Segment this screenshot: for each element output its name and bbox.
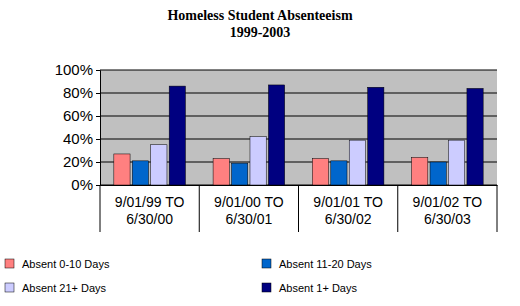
subtitle: 1999-2003 — [230, 25, 291, 40]
legend-item: Absent 11-20 Days — [262, 258, 372, 270]
x-separator — [199, 185, 200, 232]
y-tick-mark — [96, 93, 100, 94]
x-separator — [100, 185, 101, 232]
chart: Homeless Student Absenteeism 1999-2003 0% 2… — [0, 0, 520, 306]
y-tick-mark — [96, 162, 100, 163]
x-tick-label: 9/01/01 TO6/30/02 — [313, 194, 383, 227]
y-tick: 40% — [63, 130, 100, 147]
y-tick-label: 40% — [63, 130, 93, 147]
legend-label: Absent 11-20 Days — [279, 258, 372, 270]
legend-swatch — [262, 283, 271, 292]
grid-line — [100, 116, 497, 117]
x-separator — [497, 185, 498, 232]
grid-line — [100, 139, 497, 140]
bar — [114, 154, 130, 185]
bar — [331, 161, 347, 185]
x-tick: 9/01/01 TO6/30/02 — [313, 194, 383, 227]
bar — [232, 163, 248, 185]
bar — [430, 162, 446, 185]
y-tick-label: 100% — [55, 61, 93, 78]
grid-line — [100, 93, 497, 94]
x-tick-label: 9/01/00 TO6/30/01 — [214, 194, 284, 227]
bar — [312, 159, 328, 185]
bar — [349, 140, 365, 185]
y-tick-mark — [96, 116, 100, 117]
x-separator — [298, 185, 299, 232]
bar — [412, 157, 428, 185]
bar — [368, 87, 384, 185]
y-tick-label: 80% — [63, 84, 93, 101]
legend-swatch — [5, 283, 14, 292]
x-tick-label: 9/01/02 TO6/30/03 — [413, 194, 483, 227]
legend-label: Absent 0-10 Days — [22, 258, 110, 270]
grid — [100, 70, 497, 185]
x-tick: 9/01/00 TO6/30/01 — [214, 194, 284, 227]
x-separator — [397, 185, 398, 232]
legend-swatch — [262, 259, 271, 268]
bar — [250, 137, 266, 185]
plot-background — [100, 70, 497, 185]
x-tick: 9/01/02 TO6/30/03 — [413, 194, 483, 227]
bar — [448, 140, 464, 185]
y-tick: 20% — [63, 153, 100, 170]
bars — [114, 85, 483, 185]
legend-label: Absent 1+ Days — [279, 282, 357, 294]
y-tick-label: 20% — [63, 153, 93, 170]
y-tick-mark — [96, 185, 100, 186]
bar — [467, 88, 483, 185]
x-tick-label: 9/01/99 TO6/30/00 — [115, 194, 185, 227]
x-tick: 9/01/99 TO6/30/00 — [115, 194, 185, 227]
bar — [151, 145, 167, 185]
y-tick: 80% — [63, 84, 100, 101]
legend-item: Absent 21+ Days — [5, 282, 107, 294]
legend-item: Absent 1+ Days — [262, 282, 357, 294]
y-tick-label: 60% — [63, 107, 93, 124]
y-axis: 0% 20% 40% 60% 80% 100% — [55, 61, 101, 193]
y-axis-line — [96, 71, 101, 186]
y-tick-mark — [96, 70, 100, 71]
title: Homeless Student Absenteeism — [167, 8, 352, 23]
y-tick: 100% — [55, 61, 100, 78]
bar — [268, 85, 284, 185]
legend-item: Absent 0-10 Days — [5, 258, 110, 270]
bar — [169, 86, 185, 185]
bar — [132, 161, 148, 185]
bar — [213, 159, 229, 185]
y-tick-mark — [96, 139, 100, 140]
y-tick: 0% — [71, 176, 100, 193]
legend: Absent 0-10 Days Absent 11-20 Days Absent … — [5, 258, 372, 294]
y-tick: 60% — [63, 107, 100, 124]
legend-label: Absent 21+ Days — [22, 282, 107, 294]
legend-swatch — [5, 259, 14, 268]
grid-line — [100, 70, 497, 71]
y-tick-label: 0% — [71, 176, 93, 193]
